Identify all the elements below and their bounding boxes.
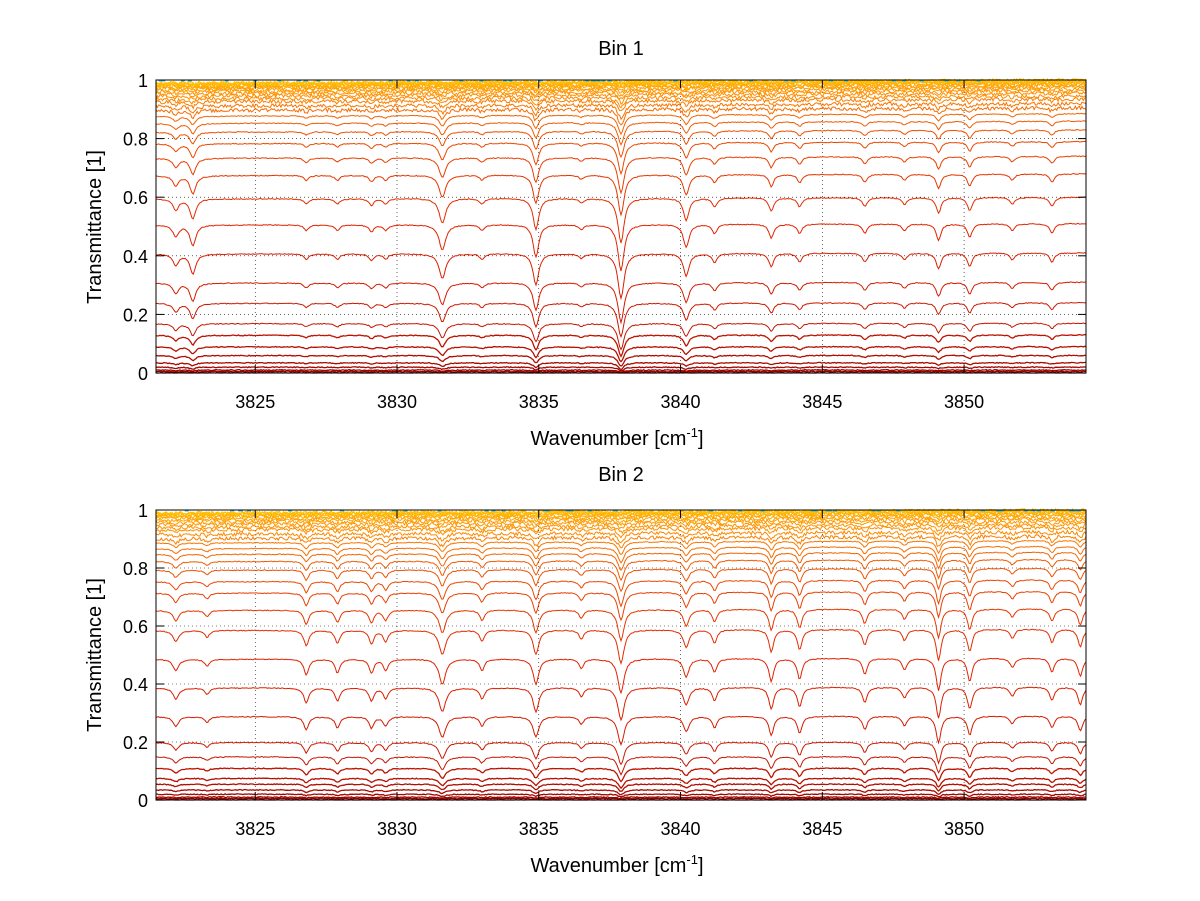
series-line [155,140,1087,176]
y-tick-label: 0.6 [123,617,148,637]
axes-frame [155,509,1087,801]
x-tick-label: 3850 [944,819,984,839]
series-line [156,368,1087,373]
x-axis-label: Wavenumber [cm-1] [530,852,703,877]
series-line [156,767,1087,783]
series-line [155,608,1087,643]
y-tick-label: 0.4 [123,675,148,695]
series-line [155,222,1086,272]
panel-title: Bin 2 [598,464,644,486]
series-line [155,628,1087,665]
series-line [155,579,1087,608]
series-line [155,657,1087,695]
panel-bin-2: Bin 2 3825 3830 3835 3840 3845 3850 0 0.2 0.4 0.6… [84,464,1087,877]
series-line [155,509,1087,518]
series-line [155,128,1087,159]
series-line [155,783,1087,792]
series-line [155,88,1087,100]
x-tick-label: 3840 [661,819,701,839]
y-tick-label: 0.8 [123,130,148,150]
series-line [156,120,1087,146]
series-line [155,795,1086,800]
x-tick-label: 3825 [235,392,275,412]
series-line [155,361,1087,371]
series-line [155,545,1087,564]
x-tick-label: 3835 [519,819,559,839]
series-line [155,281,1087,325]
y-axis-label: Transmittance [1] [84,578,106,732]
axes-frame [155,79,1087,374]
series-line [155,797,1087,801]
series-line [155,96,1087,112]
x-tick-label: 3850 [944,392,984,412]
series-line [155,93,1087,109]
series-line [155,101,1087,121]
series-line [155,741,1087,766]
series-line [155,105,1087,126]
y-axis-label: Transmittance [1] [84,150,106,304]
y-tick-label: 0 [138,364,148,384]
series-line [155,551,1087,571]
x-tick-label: 3830 [377,819,417,839]
series-line [155,558,1087,582]
y-tick-label: 0.8 [123,559,148,579]
series-line [155,686,1087,722]
y-tick-label: 0.2 [123,305,148,325]
series-line [155,539,1087,556]
panel-title: Bin 1 [598,38,644,60]
y-tick-label: 0 [138,791,148,811]
series-line [155,365,1087,372]
y-tick-label: 1 [138,501,148,521]
y-tick-label: 0.6 [123,188,148,208]
x-tick-label: 3840 [661,392,701,412]
series-line [155,172,1087,217]
x-tick-label: 3830 [377,392,417,412]
x-axis-label: Wavenumber [cm-1] [530,425,703,450]
x-tick-label: 3845 [802,392,842,412]
series-line [155,534,1087,549]
series-line [155,345,1087,363]
series-line [155,591,1087,622]
y-tick-label: 1 [138,71,148,91]
series-line [155,155,1087,195]
series-line [155,525,1087,539]
series-line [155,354,1087,367]
series-line [155,252,1087,301]
x-tick-label: 3835 [519,392,559,412]
series-line [155,529,1087,544]
series-line [156,196,1087,244]
series-line [156,567,1087,593]
y-tick-label: 0.4 [123,247,148,267]
series-line [156,755,1087,776]
series-line [156,788,1087,796]
series-line [156,333,1087,358]
series-line [155,777,1087,790]
series-line [155,84,1087,94]
series-line [155,322,1087,351]
y-tick-label: 0.2 [123,733,148,753]
x-tick-label: 3845 [802,819,842,839]
panel-bin-1: Bin 1 3825 3830 3835 3840 3845 3850 0 0.2 0.4 0.6… [84,38,1087,450]
series-line [155,301,1087,339]
x-tick-label: 3825 [235,819,275,839]
series-line [155,715,1087,747]
series-line [155,522,1087,535]
series-line [156,519,1087,530]
series-line [156,793,1087,798]
series-line [155,112,1087,136]
